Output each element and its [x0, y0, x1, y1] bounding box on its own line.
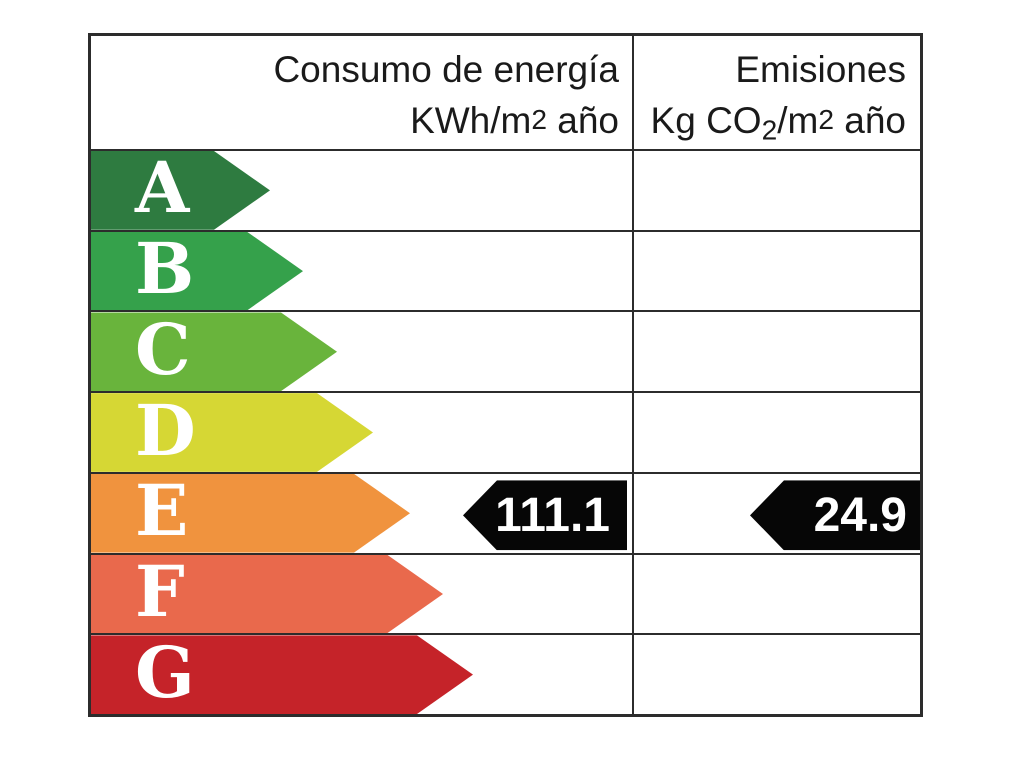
band-letter-f: F — [135, 549, 185, 633]
consumption-header-line2: KWh/m2 año — [410, 99, 619, 141]
rating-band-b: B — [91, 232, 303, 311]
rating-rows: A B C D E — [91, 151, 920, 714]
rating-row-a: A — [91, 151, 920, 232]
rating-band-c: C — [91, 312, 337, 391]
rating-row-e: E 111.1 24.9 — [91, 474, 920, 555]
consumption-column-header: Consumo de energía KWh/m2 año — [91, 36, 632, 149]
emissions-column-header: Emisiones Kg CO2/m2 año — [632, 36, 920, 149]
rating-band-g: G — [91, 635, 473, 714]
band-letter-c: C — [135, 307, 191, 391]
rating-table: Consumo de energía KWh/m2 año Emisiones … — [88, 33, 923, 717]
consumption-header-line1: Consumo de energía — [273, 49, 619, 90]
emissions-value: 24.9 — [813, 488, 907, 542]
rating-row-b: B — [91, 232, 920, 313]
rating-row-d: D — [91, 393, 920, 474]
band-letter-a: A — [135, 146, 190, 230]
table-header: Consumo de energía KWh/m2 año Emisiones … — [91, 36, 920, 151]
band-letter-b: B — [135, 227, 195, 311]
rating-row-g: G — [91, 635, 920, 714]
rating-band-d: D — [91, 393, 373, 472]
consumption-value: 111.1 — [495, 488, 610, 542]
consumption-value-arrow: 111.1 — [463, 480, 627, 551]
rating-band-f: F — [91, 555, 443, 634]
emissions-header-line1: Emisiones — [735, 49, 906, 90]
column-divider — [632, 36, 634, 714]
emissions-value-arrow: 24.9 — [750, 480, 920, 551]
band-letter-e: E — [135, 469, 189, 553]
rating-row-f: F — [91, 555, 920, 636]
band-letter-g: G — [135, 630, 195, 714]
band-letter-d: D — [135, 388, 196, 472]
rating-row-c: C — [91, 312, 920, 394]
emissions-header-line2: Kg CO2/m2 año — [650, 99, 906, 146]
rating-band-e: E — [91, 474, 410, 553]
rating-band-a: A — [91, 151, 270, 230]
